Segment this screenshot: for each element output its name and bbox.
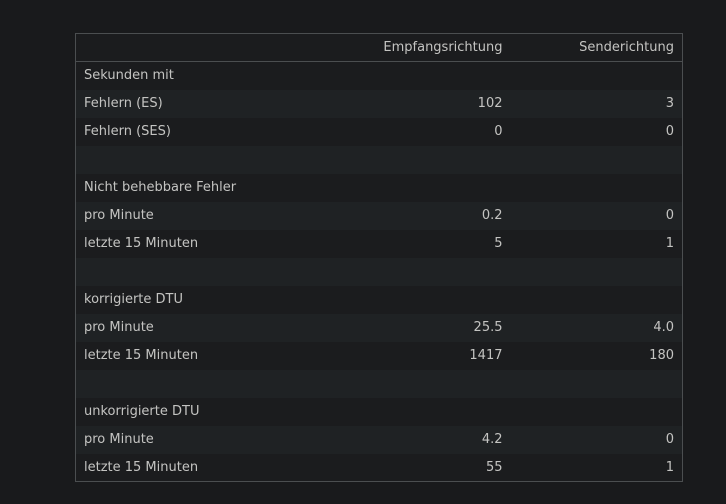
table-row <box>75 369 683 398</box>
row-label <box>76 146 336 174</box>
upstream-value: 3 <box>665 96 674 111</box>
downstream-value: 0.2 <box>481 208 503 223</box>
downstream-value: 102 <box>477 96 503 111</box>
downstream-value <box>336 62 511 90</box>
row-label <box>76 258 336 286</box>
upstream-value: 0 <box>665 432 674 447</box>
table-row: pro Minute 25.5 4.0 <box>75 313 683 342</box>
downstream-value: 55 <box>485 459 503 475</box>
downstream-value: 5 <box>494 236 503 251</box>
upstream-value <box>511 62 683 90</box>
row-label: Nicht behebbare Fehler <box>84 180 237 195</box>
row-label: korrigierte DTU <box>84 292 183 307</box>
row-label <box>76 370 336 398</box>
table-row: unkorrigierte DTU <box>75 397 683 426</box>
column-header-downstream: Empfangsrichtung <box>335 33 511 62</box>
table-row: letzte 15 Minuten 5 1 <box>75 229 683 258</box>
downstream-value: 4.2 <box>481 432 503 447</box>
downstream-value <box>336 398 511 426</box>
row-label: pro Minute <box>84 432 154 447</box>
table-row <box>75 145 683 174</box>
row-label: letzte 15 Minuten <box>84 236 199 251</box>
row-label: letzte 15 Minuten <box>84 459 199 475</box>
downstream-value: 1417 <box>469 348 503 363</box>
upstream-value <box>511 286 683 314</box>
upstream-value: 1 <box>665 236 674 251</box>
upstream-value: 0 <box>665 124 674 139</box>
row-label: Sekunden mit <box>84 68 174 84</box>
downstream-value <box>336 174 511 202</box>
table-row: letzte 15 Minuten 1417 180 <box>75 341 683 370</box>
upstream-value: 4.0 <box>653 320 674 335</box>
upstream-value <box>511 370 683 398</box>
upstream-value <box>511 146 683 174</box>
table-row: Fehlern (ES) 102 3 <box>75 89 683 118</box>
table-row <box>75 257 683 286</box>
upstream-value: 1 <box>665 459 674 475</box>
table-row: pro Minute 0.2 0 <box>75 201 683 230</box>
downstream-value <box>336 258 511 286</box>
row-label: pro Minute <box>84 320 154 335</box>
column-header-upstream: Senderichtung <box>510 33 683 62</box>
table-row: letzte 15 Minuten 55 1 <box>75 453 683 482</box>
column-header-label <box>75 33 336 62</box>
table-header-row: Empfangsrichtung Senderichtung <box>75 33 683 62</box>
table-row: korrigierte DTU <box>75 285 683 314</box>
upstream-value: 0 <box>665 208 674 223</box>
downstream-value <box>336 146 511 174</box>
table-row: Fehlern (SES) 0 0 <box>75 117 683 146</box>
table-row: Sekunden mit <box>75 61 683 90</box>
downstream-value: 0 <box>494 124 503 139</box>
row-label: pro Minute <box>84 208 154 223</box>
downstream-value: 25.5 <box>473 320 503 335</box>
downstream-value <box>336 286 511 314</box>
row-label: unkorrigierte DTU <box>84 404 200 419</box>
upstream-value <box>511 174 683 202</box>
upstream-value <box>511 398 683 426</box>
row-label: Fehlern (ES) <box>84 96 163 111</box>
upstream-value: 180 <box>649 348 674 363</box>
downstream-value <box>336 370 511 398</box>
row-label: letzte 15 Minuten <box>84 348 199 363</box>
row-label: Fehlern (SES) <box>84 124 171 139</box>
upstream-value <box>511 258 683 286</box>
table-row: pro Minute 4.2 0 <box>75 425 683 454</box>
dsl-error-statistics-table: Empfangsrichtung Senderichtung Sekunden … <box>75 33 683 482</box>
table-row: Nicht behebbare Fehler <box>75 173 683 202</box>
